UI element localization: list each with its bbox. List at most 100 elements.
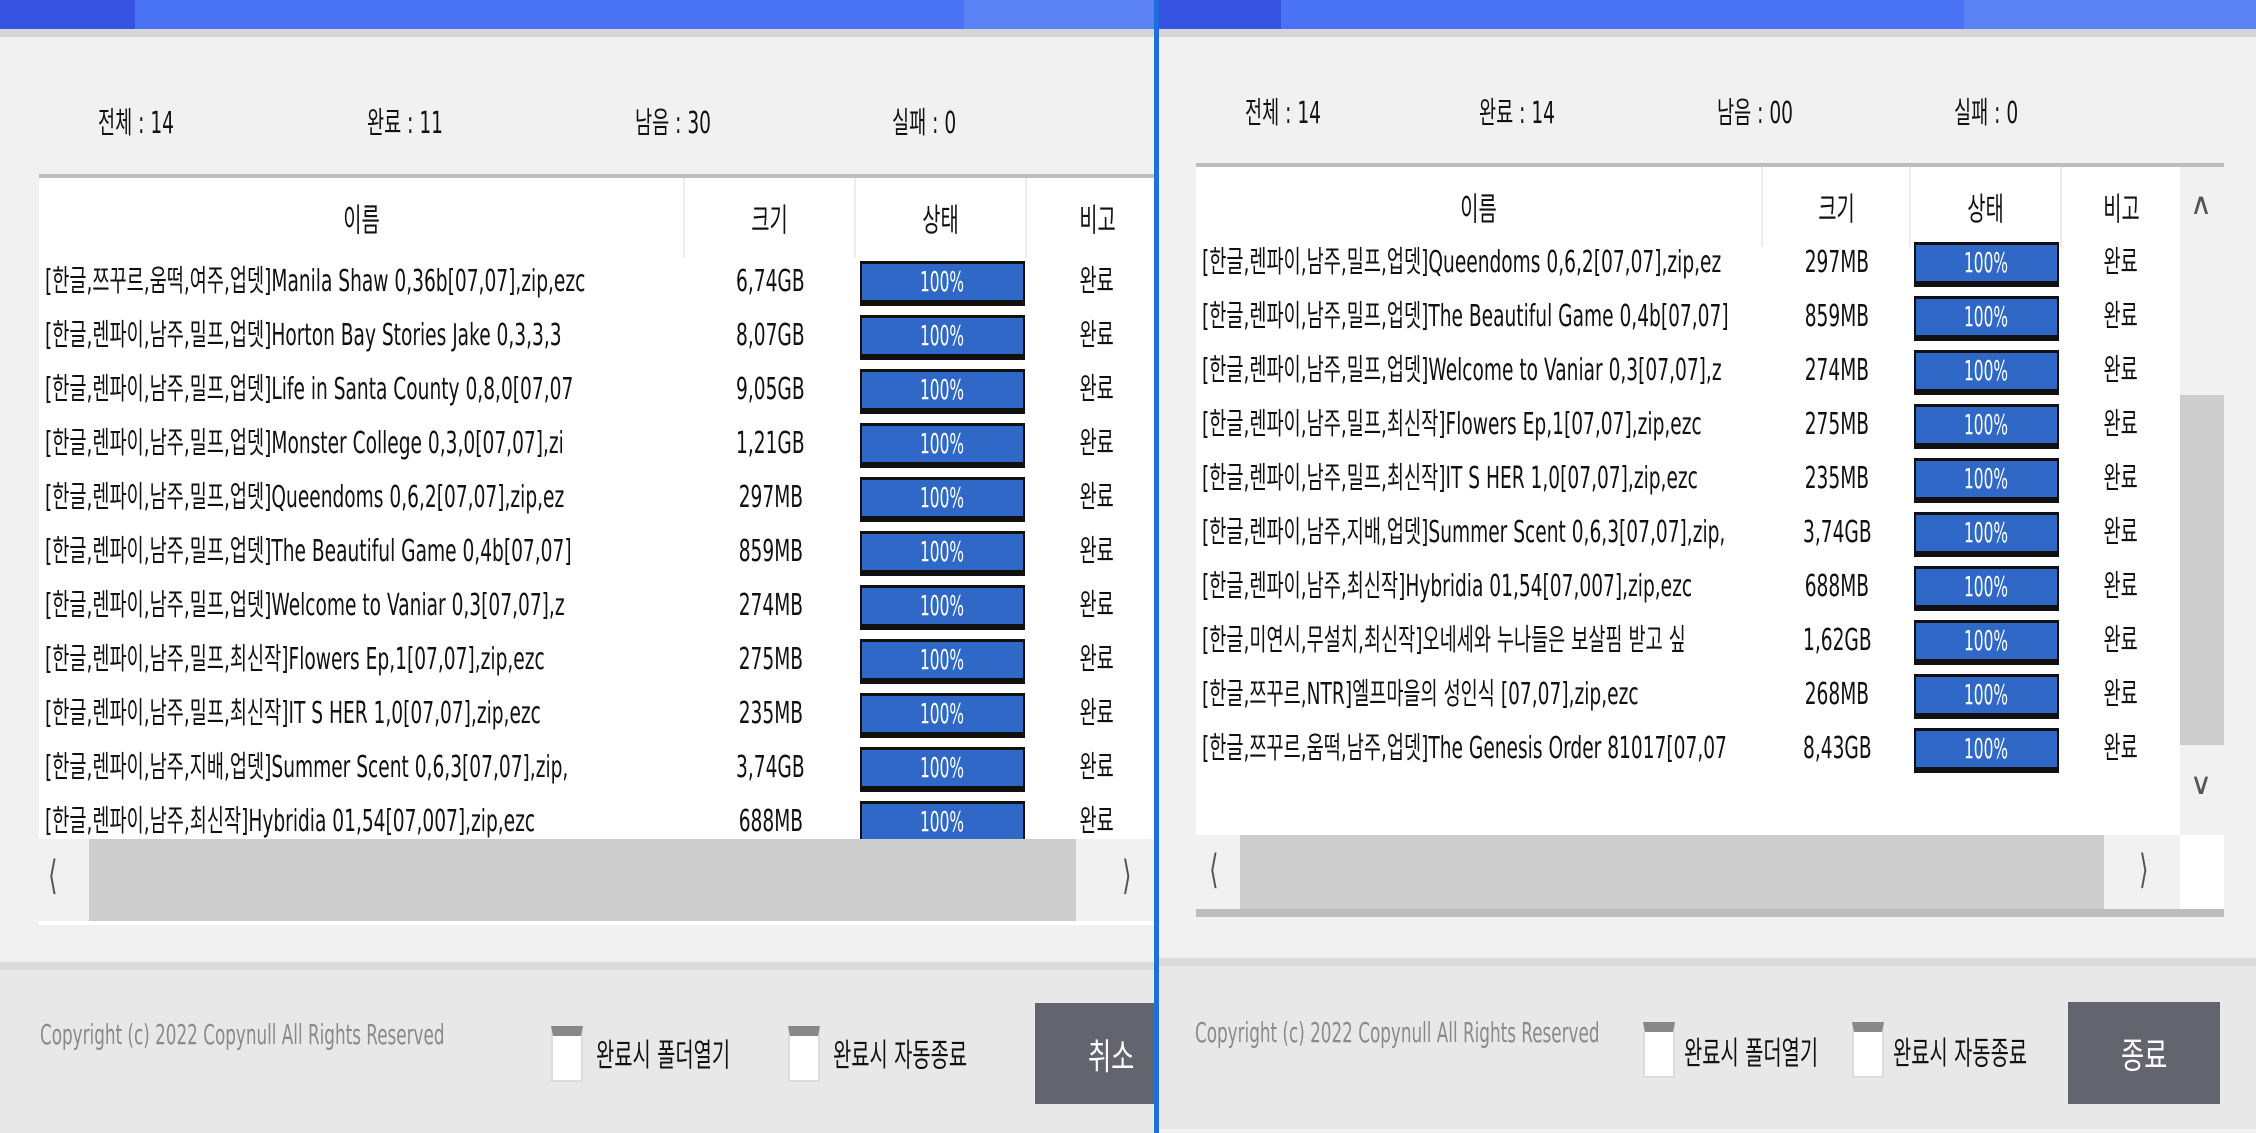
file-size: 235MB [738, 696, 803, 731]
file-row[interactable]: [한글,렌파이,남주,밀프,업뎃]Welcome to Vaniar 0,3[0… [39, 581, 1114, 635]
scroll-left-icon[interactable]: ⟨ [1209, 847, 1219, 893]
progress-bar: 100% [860, 315, 1025, 360]
horizontal-scrollbar[interactable]: ⟨ ⟩ [39, 839, 1154, 921]
file-row[interactable]: [한글,렌파이,남주,최신작]Hybridia 01,54[07,007],zi… [39, 797, 1114, 851]
scroll-left-icon[interactable]: ⟨ [48, 853, 58, 899]
progress-bar: 100% [1914, 404, 2059, 449]
file-row[interactable]: [한글,렌파이,남주,지배,업뎃]Summer Scent 0,6,3[07,0… [39, 743, 1114, 797]
progress-bar: 100% [1914, 620, 2059, 665]
download-window-right: 전체 : 14 완료 : 14 남음 : 00 실패 : 0 이름 크기 상태 … [1159, 0, 2256, 1133]
file-size: 8,07GB [736, 318, 805, 353]
auto-exit-label: 완료시 자동종료 [1893, 1034, 2028, 1072]
status-note: 완료 [2103, 515, 2139, 550]
title-bar [0, 0, 1154, 29]
status-note: 완료 [2103, 245, 2139, 280]
progress-bar: 100% [860, 531, 1025, 576]
file-row[interactable]: [한글,쯔꾸르,NTR]엘프마을의 성인식 [07,07],zip,ezc 268… [1196, 670, 2196, 724]
progress-bar: 100% [1914, 242, 2059, 287]
stat-total: 전체 : 14 [1245, 96, 1321, 131]
stat-done: 완료 : 14 [1479, 96, 1555, 131]
progress-bar: 100% [860, 693, 1025, 738]
scrollbar-thumb[interactable] [1240, 835, 2104, 909]
scrollbar-thumb[interactable] [89, 839, 1076, 921]
file-name: [한글,렌파이,남주,밀프,업뎃]Queendoms 0,6,2[07,07],… [1202, 245, 1722, 280]
status-note: 완료 [2103, 407, 2139, 442]
scroll-up-icon[interactable]: ∧ [2190, 187, 2212, 222]
status-note: 완료 [1079, 372, 1115, 407]
open-folder-label: 완료시 폴더열기 [1684, 1034, 1819, 1072]
file-size: 688MB [1804, 569, 1870, 604]
scrollbar-thumb[interactable] [2180, 395, 2224, 745]
download-window-left: 전체 : 14 완료 : 11 남음 : 30 실패 : 0 이름 크기 상태 … [0, 0, 1154, 1104]
progress-bar: 100% [860, 369, 1025, 414]
file-name: [한글,렌파이,남주,밀프,업뎃]Life in Santa County 0,… [45, 372, 574, 407]
scroll-right-icon[interactable]: ⟩ [2139, 847, 2149, 893]
file-name: [한글,렌파이,남주,최신작]Hybridia 01,54[07,007],zi… [45, 804, 536, 839]
stat-total: 전체 : 14 [98, 106, 174, 141]
column-header-name[interactable]: 이름 [1196, 167, 1763, 247]
stat-remaining: 남음 : 00 [1717, 96, 1793, 131]
scroll-right-icon[interactable]: ⟩ [1122, 853, 1132, 899]
file-name: [한글,렌파이,남주,밀프,최신작]Flowers Ep,1[07,07],zi… [1202, 407, 1702, 442]
file-row[interactable]: [한글,렌파이,남주,밀프,업뎃]Queendoms 0,6,2[07,07],… [39, 473, 1114, 527]
cancel-button[interactable]: 취소 [1035, 1003, 1154, 1104]
window-divider [1154, 0, 1159, 1133]
file-list[interactable]: 이름 크기 상태 비고 [한글,쯔꾸르,움떡,여주,업뎃]Manila Shaw… [39, 174, 1154, 925]
status-note: 완료 [2103, 569, 2139, 604]
file-name: [한글,쯔꾸르,움떡,남주,업뎃]The Genesis Order 81017… [1202, 731, 1727, 766]
file-row[interactable]: [한글,렌파이,남주,밀프,최신작]Flowers Ep,1[07,07],zi… [39, 635, 1114, 689]
column-header-note[interactable]: 비고 [2102, 190, 2140, 228]
column-header-size[interactable]: 크기 [685, 178, 856, 258]
status-note: 완료 [1079, 588, 1115, 623]
open-folder-label: 완료시 폴더열기 [596, 1036, 731, 1074]
file-row[interactable]: [한글,렌파이,남주,밀프,최신작]Flowers Ep,1[07,07],zi… [1196, 400, 2196, 454]
file-row[interactable]: [한글,쯔꾸르,움떡,여주,업뎃]Manila Shaw 0,36b[07,07… [39, 257, 1114, 311]
status-note: 완료 [1079, 696, 1115, 731]
file-row[interactable]: [한글,렌파이,남주,밀프,업뎃]The Beautiful Game 0,4b… [39, 527, 1114, 581]
file-size: 235MB [1804, 461, 1870, 496]
file-row[interactable]: [한글,렌파이,남주,밀프,업뎃]The Beautiful Game 0,4b… [1196, 292, 2196, 346]
auto-exit-checkbox[interactable] [788, 1026, 820, 1082]
column-header-status[interactable]: 상태 [1911, 167, 2062, 247]
scroll-down-icon[interactable]: ∨ [2190, 767, 2212, 802]
file-row[interactable]: [한글,렌파이,남주,밀프,업뎃]Welcome to Vaniar 0,3[0… [1196, 346, 2196, 400]
file-name: [한글,렌파이,남주,밀프,최신작]Flowers Ep,1[07,07],zi… [45, 642, 545, 677]
horizontal-scrollbar[interactable]: ⟨ ⟩ [1196, 835, 2180, 909]
column-header-size[interactable]: 크기 [1763, 167, 1911, 247]
file-size: 297MB [1804, 245, 1870, 280]
column-header-status[interactable]: 상태 [856, 178, 1027, 258]
file-row[interactable]: [한글,렌파이,남주,지배,업뎃]Summer Scent 0,6,3[07,0… [1196, 508, 2196, 562]
file-row[interactable]: [한글,렌파이,남주,최신작]Hybridia 01,54[07,007],zi… [1196, 562, 2196, 616]
file-size: 6,74GB [736, 264, 805, 299]
open-folder-checkbox[interactable] [551, 1026, 583, 1082]
file-row[interactable]: [한글,렌파이,남주,밀프,업뎃]Queendoms 0,6,2[07,07],… [1196, 238, 2196, 292]
status-note: 완료 [1079, 426, 1115, 461]
auto-exit-checkbox[interactable] [1852, 1022, 1884, 1078]
column-header-note[interactable]: 비고 [1078, 201, 1116, 239]
title-bar [1159, 0, 2256, 29]
copyright-text: Copyright (c) 2022 Copynull All Rights R… [40, 1018, 445, 1051]
file-row[interactable]: [한글,렌파이,남주,밀프,업뎃]Horton Bay Stories Jake… [39, 311, 1114, 365]
copyright-text: Copyright (c) 2022 Copynull All Rights R… [1195, 1016, 1600, 1049]
open-folder-checkbox[interactable] [1643, 1022, 1675, 1078]
status-note: 완료 [1079, 318, 1115, 353]
stat-failed: 실패 : 0 [1954, 96, 2019, 131]
file-name: [한글,렌파이,남주,밀프,업뎃]The Beautiful Game 0,4b… [45, 534, 572, 569]
exit-button[interactable]: 종료 [2068, 1002, 2220, 1104]
progress-bar: 100% [860, 423, 1025, 468]
vertical-scrollbar[interactable]: ∧ ∨ [2180, 167, 2224, 835]
file-row[interactable]: [한글,렌파이,남주,밀프,최신작]IT S HER 1,0[07,07],zi… [39, 689, 1114, 743]
status-note: 완료 [2103, 461, 2139, 496]
file-row[interactable]: [한글,렌파이,남주,밀프,업뎃]Life in Santa County 0,… [39, 365, 1114, 419]
status-note: 완료 [1079, 264, 1115, 299]
file-row[interactable]: [한글,렌파이,남주,밀프,업뎃]Monster College 0,3,0[0… [39, 419, 1114, 473]
file-list[interactable]: 이름 크기 상태 비고 [한글,렌파이,남주,밀프,업뎃]Queendoms 0… [1196, 163, 2224, 917]
file-row[interactable]: [한글,쯔꾸르,움떡,남주,업뎃]The Genesis Order 81017… [1196, 724, 2196, 778]
progress-bar: 100% [1914, 512, 2059, 557]
column-header-name[interactable]: 이름 [39, 178, 685, 258]
file-row[interactable]: [한글,미연시,무설치,최신작]오네세와 누나들은 보살핌 받고 싶 1,62GB… [1196, 616, 2196, 670]
status-note: 완료 [1079, 804, 1115, 839]
file-size: 3,74GB [1802, 515, 1872, 550]
file-row[interactable]: [한글,렌파이,남주,밀프,최신작]IT S HER 1,0[07,07],zi… [1196, 454, 2196, 508]
progress-bar: 100% [860, 585, 1025, 630]
